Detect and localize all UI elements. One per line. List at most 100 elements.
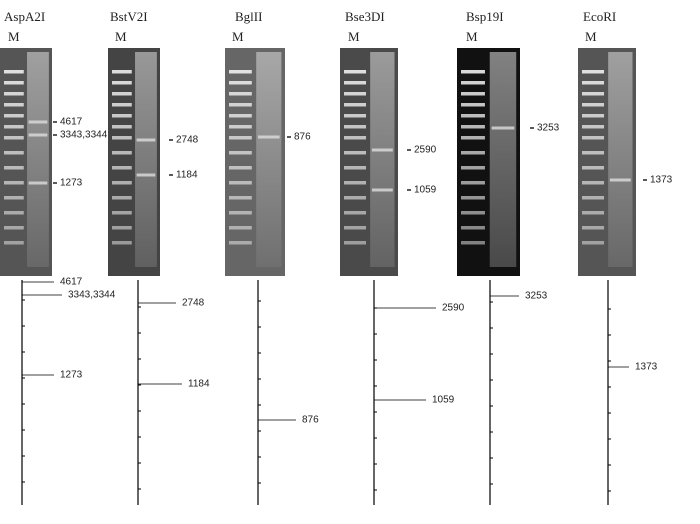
gel-band [371,188,393,192]
gel-band-label: 4617 [60,117,83,128]
ladder-band [4,196,24,200]
ladder-band [344,151,367,155]
ladder-band [461,81,485,85]
sample-lane [489,52,517,267]
ladder-band [112,103,132,107]
ladder-band [344,114,367,118]
ladder-band [461,70,485,74]
ladder-band [229,136,252,140]
enzyme-name: BglII [235,9,262,24]
ladder-band [112,136,132,140]
virtual-band-label: 2590 [442,303,465,314]
ladder-band [344,81,367,85]
ladder-band [112,125,132,129]
ladder-band [461,125,485,129]
gel-band-label: 2748 [176,135,199,146]
ladder-band [461,241,485,245]
enzyme-name: AspA2I [4,9,45,24]
virtual-band-label: 4617 [60,277,83,288]
ladder-band [112,151,132,155]
ladder-band [112,92,132,96]
ladder-band [582,136,605,140]
marker-label: M [348,29,360,44]
ladder-band [112,226,132,230]
marker-label: M [115,29,127,44]
gel-band-label: 3253 [537,123,560,134]
ladder-band [4,136,24,140]
ladder-band [461,166,485,170]
ladder-band [4,181,24,185]
ladder-band [461,92,485,96]
enzyme-name: EcoRI [583,9,616,24]
ladder-band [582,226,605,230]
ladder-band [4,226,24,230]
sample-lane [370,52,395,267]
sample-lane [135,52,157,267]
ladder-band [4,92,24,96]
ladder-band [461,226,485,230]
ladder-band [582,166,605,170]
virtual-band-label: 3253 [525,291,548,302]
ladder-band [344,196,367,200]
enzyme-name: BstV2I [110,9,148,24]
ladder-band [229,81,252,85]
virtual-band-label: 2748 [182,298,205,309]
ladder-band [112,81,132,85]
ladder-band [229,226,252,230]
ladder-band [229,114,252,118]
enzyme-name: Bsp19I [466,9,504,24]
ladder-band [344,181,367,185]
gel-band [136,173,156,177]
ladder-band [4,166,24,170]
ladder-band [229,70,252,74]
ladder-band [344,103,367,107]
ladder-band [461,181,485,185]
ladder-band [4,241,24,245]
ladder-band [4,211,24,215]
ladder-band [344,70,367,74]
marker-label: M [585,29,597,44]
ladder-band [582,114,605,118]
ladder-band [229,211,252,215]
ladder-band [344,226,367,230]
ladder-band [344,136,367,140]
ladder-band [582,125,605,129]
virtual-band-label: 1184 [188,379,210,390]
ladder-band [112,211,132,215]
ladder-band [344,92,367,96]
ladder-band [4,114,24,118]
sample-lane [256,52,282,267]
ladder-band [582,70,605,74]
gel-band [28,120,48,124]
ladder-band [461,136,485,140]
ladder-band [112,181,132,185]
ladder-band [582,211,605,215]
gel-band [136,138,156,142]
virtual-band-label: 1273 [60,370,83,381]
ladder-band [229,241,252,245]
enzyme-name: Bse3DI [345,9,385,24]
gel-band-label: 1373 [650,175,673,186]
gel-band-label: 1184 [176,170,198,181]
ladder-band [344,125,367,129]
ladder-band [112,166,132,170]
ladder-band [112,114,132,118]
marker-label: M [232,29,244,44]
gel-band [258,135,280,139]
ladder-band [461,114,485,118]
virtual-band-label: 1059 [432,395,455,406]
ladder-band [461,211,485,215]
ladder-band [112,241,132,245]
ladder-band [229,196,252,200]
virtual-band-label: 1373 [635,362,658,373]
ladder-band [582,241,605,245]
gel-band-label: 1059 [414,185,437,196]
ladder-band [229,151,252,155]
gel-band [28,133,48,137]
gel-band-label: 876 [294,132,311,143]
ladder-band [461,151,485,155]
ladder-band [229,125,252,129]
virtual-band-label: 3343,3344 [68,290,116,301]
sample-lane [27,52,49,267]
